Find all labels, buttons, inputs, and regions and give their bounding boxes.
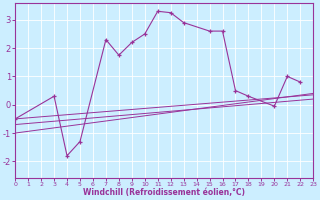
X-axis label: Windchill (Refroidissement éolien,°C): Windchill (Refroidissement éolien,°C)	[83, 188, 245, 197]
